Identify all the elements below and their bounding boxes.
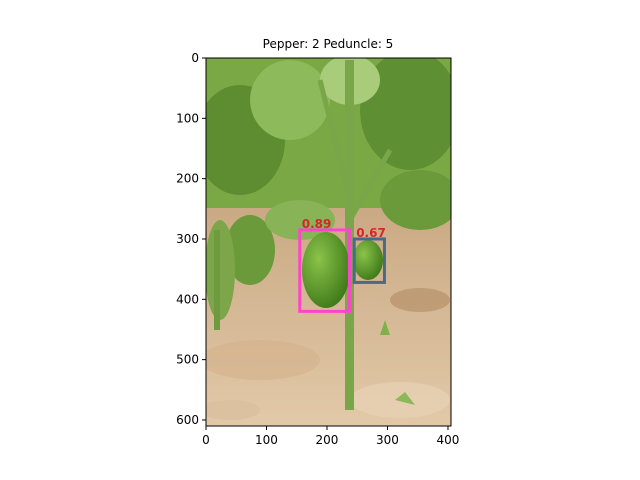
y-tick-label: 200 xyxy=(176,172,199,186)
x-tick-label: 200 xyxy=(316,433,339,447)
y-tick-label: 600 xyxy=(176,413,199,427)
axes-frame xyxy=(205,57,452,427)
detection-score-label: 0.89 xyxy=(302,217,332,231)
detections: 0.89 0.67 xyxy=(298,217,386,313)
x-axis: 0 100 200 300 400 xyxy=(202,426,459,447)
detection-box-pepper xyxy=(298,228,351,313)
x-tick-label: 100 xyxy=(255,433,278,447)
y-tick-label: 0 xyxy=(191,51,199,65)
pepper-plant-photo xyxy=(206,58,451,426)
y-tick-label: 300 xyxy=(176,232,199,246)
x-tick-label: 300 xyxy=(376,433,399,447)
y-axis: 0 100 200 300 400 500 600 xyxy=(176,51,206,427)
x-tick-label: 0 xyxy=(202,433,210,447)
x-tick-label: 400 xyxy=(437,433,460,447)
detection-score-label: 0.67 xyxy=(356,226,386,240)
y-tick-label: 400 xyxy=(176,292,199,306)
detection-box-pepper xyxy=(352,237,386,284)
y-tick-label: 100 xyxy=(176,111,199,125)
figure-title: Pepper: 2 Peduncle: 5 xyxy=(263,37,394,51)
y-tick-label: 500 xyxy=(176,353,199,367)
